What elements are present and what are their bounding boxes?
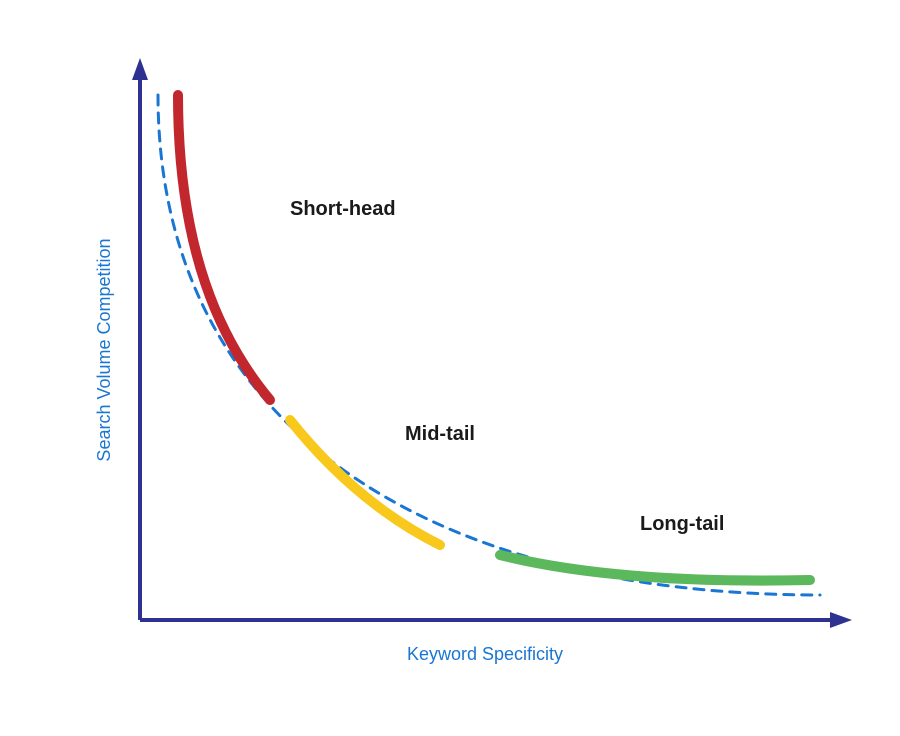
segment-short_head [178,95,270,400]
y-axis-arrowhead [132,58,148,80]
segment-label-short_head: Short-head [290,198,396,220]
segment-long_tail [500,555,810,581]
keyword-specificity-chart: Keyword Specificity Search Volume Compet… [0,0,900,736]
segment-label-long_tail: Long-tail [640,513,724,535]
segment-label-mid_tail: Mid-tail [405,423,475,445]
x-axis-arrowhead [830,612,852,628]
segments [178,95,810,581]
x-axis-label: Keyword Specificity [407,644,563,664]
axes [132,58,852,628]
y-axis-label: Search Volume Competition [94,238,114,461]
